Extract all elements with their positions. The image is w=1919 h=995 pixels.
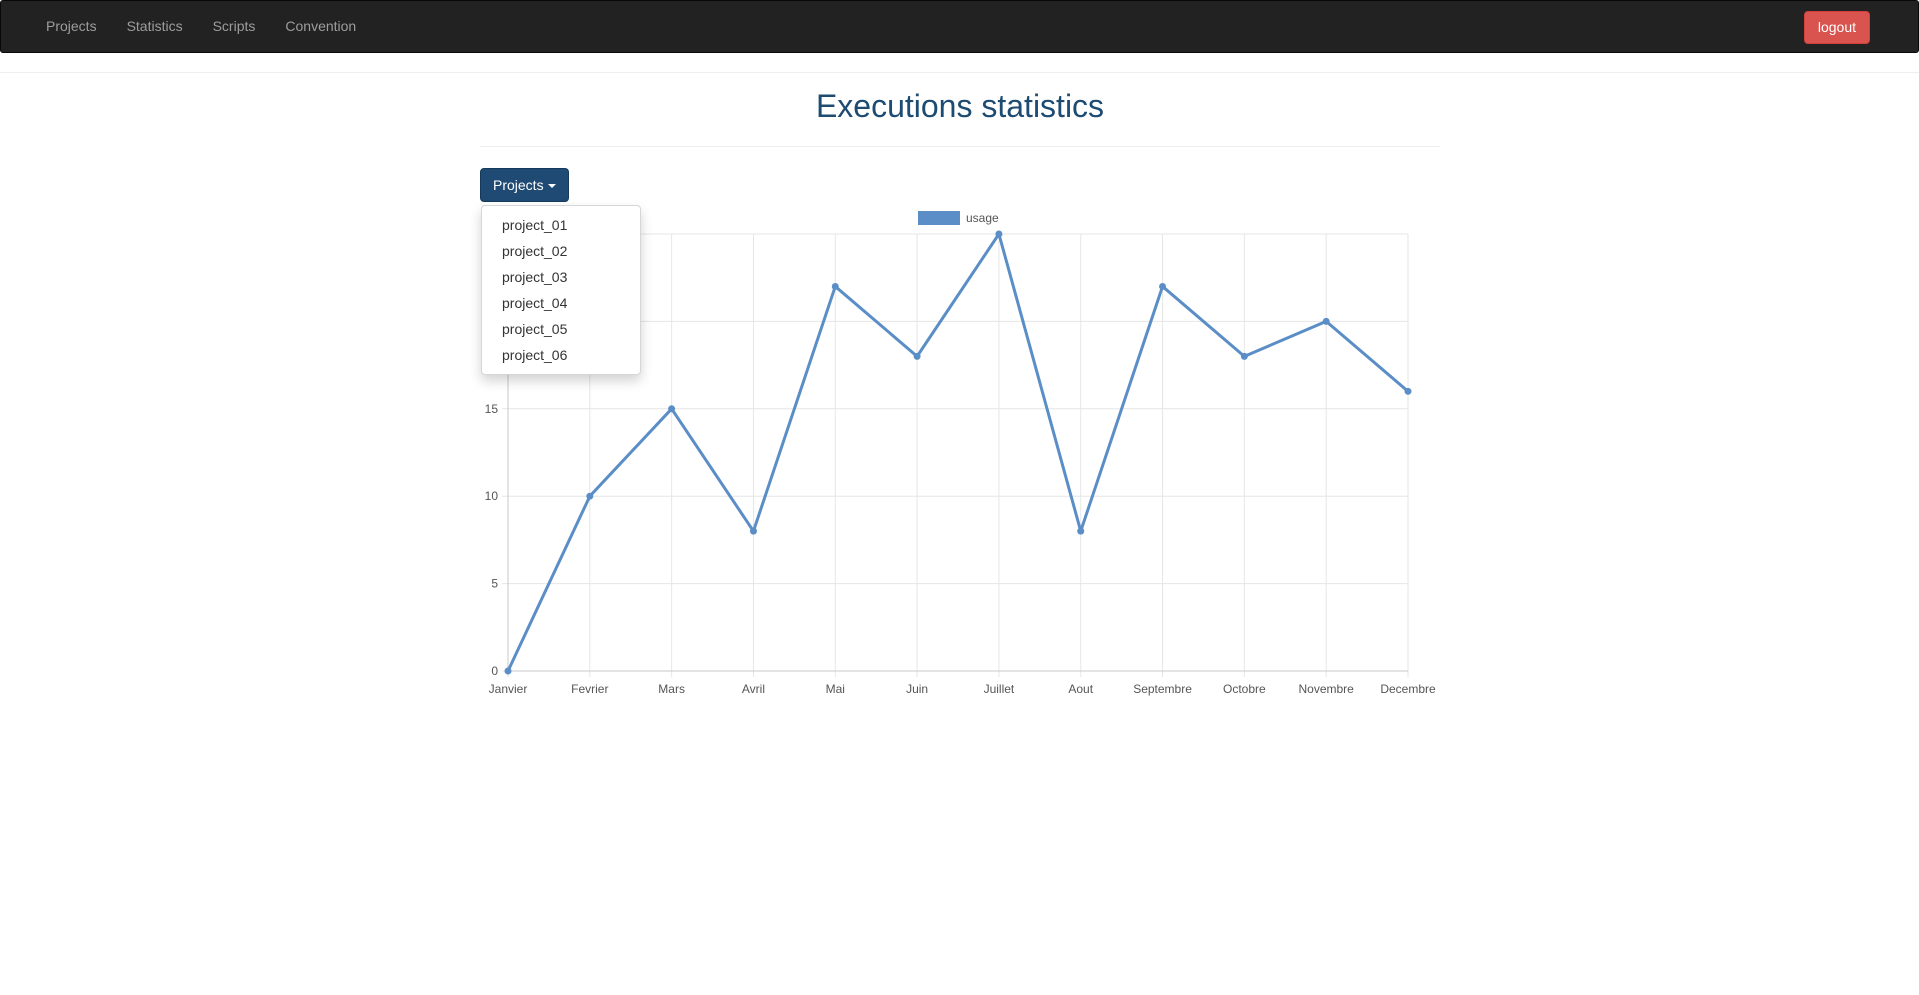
data-point bbox=[504, 667, 512, 675]
nav-projects[interactable]: Projects bbox=[46, 18, 97, 34]
y-tick-label: 5 bbox=[491, 577, 498, 591]
data-point bbox=[749, 527, 757, 535]
x-tick-label: Mars bbox=[658, 682, 685, 696]
dropdown-item-project-01[interactable]: project_01 bbox=[502, 217, 568, 233]
data-point bbox=[995, 230, 1003, 238]
data-point bbox=[913, 352, 921, 360]
dropdown-item-project-02[interactable]: project_02 bbox=[502, 243, 568, 259]
x-tick-label: Avril bbox=[742, 682, 765, 696]
projects-dropdown-menu: project_01 project_02 project_03 project… bbox=[481, 205, 641, 375]
data-point bbox=[586, 492, 594, 500]
x-tick-label: Octobre bbox=[1223, 682, 1266, 696]
dropdown-item-project-03[interactable]: project_03 bbox=[502, 269, 568, 285]
caret-down-icon bbox=[547, 184, 556, 189]
legend-swatch bbox=[918, 211, 960, 225]
x-tick-label: Aout bbox=[1068, 682, 1093, 696]
title-divider bbox=[480, 146, 1440, 147]
x-tick-label: Mai bbox=[826, 682, 845, 696]
data-point bbox=[1240, 352, 1248, 360]
y-tick-label: 10 bbox=[485, 489, 499, 503]
projects-dropdown-label: Projects bbox=[493, 177, 544, 193]
logout-button[interactable]: logout bbox=[1803, 11, 1870, 44]
data-point bbox=[1322, 317, 1330, 325]
x-tick-label: Decembre bbox=[1380, 682, 1436, 696]
top-divider bbox=[0, 72, 1919, 73]
legend-label: usage bbox=[966, 211, 999, 225]
x-tick-label: Novembre bbox=[1299, 682, 1355, 696]
nav-convention[interactable]: Convention bbox=[285, 18, 357, 34]
x-tick-label: Juillet bbox=[984, 682, 1015, 696]
data-point bbox=[831, 282, 839, 290]
navbar: Projects Statistics Scripts Convention l… bbox=[0, 0, 1919, 53]
series-line-usage bbox=[506, 232, 1409, 672]
y-tick-label: 15 bbox=[485, 402, 499, 416]
data-point bbox=[1159, 282, 1167, 290]
nav-links: Projects Statistics Scripts Convention bbox=[31, 1, 371, 52]
data-point bbox=[668, 405, 676, 413]
data-point bbox=[1404, 387, 1412, 395]
dropdown-item-project-05[interactable]: project_05 bbox=[502, 321, 568, 337]
page-title: Executions statistics bbox=[815, 88, 1105, 124]
x-tick-label: Juin bbox=[906, 682, 928, 696]
projects-dropdown-button[interactable]: Projects bbox=[480, 168, 569, 202]
x-tick-label: Septembre bbox=[1133, 682, 1192, 696]
y-tick-label: 0 bbox=[491, 664, 498, 678]
nav-statistics[interactable]: Statistics bbox=[126, 18, 183, 34]
dropdown-item-project-06[interactable]: project_06 bbox=[502, 347, 568, 363]
dropdown-item-project-04[interactable]: project_04 bbox=[502, 295, 568, 311]
data-point bbox=[1077, 527, 1085, 535]
x-tick-label: Janvier bbox=[489, 682, 528, 696]
x-tick-label: Fevrier bbox=[571, 682, 608, 696]
nav-scripts[interactable]: Scripts bbox=[212, 18, 256, 34]
